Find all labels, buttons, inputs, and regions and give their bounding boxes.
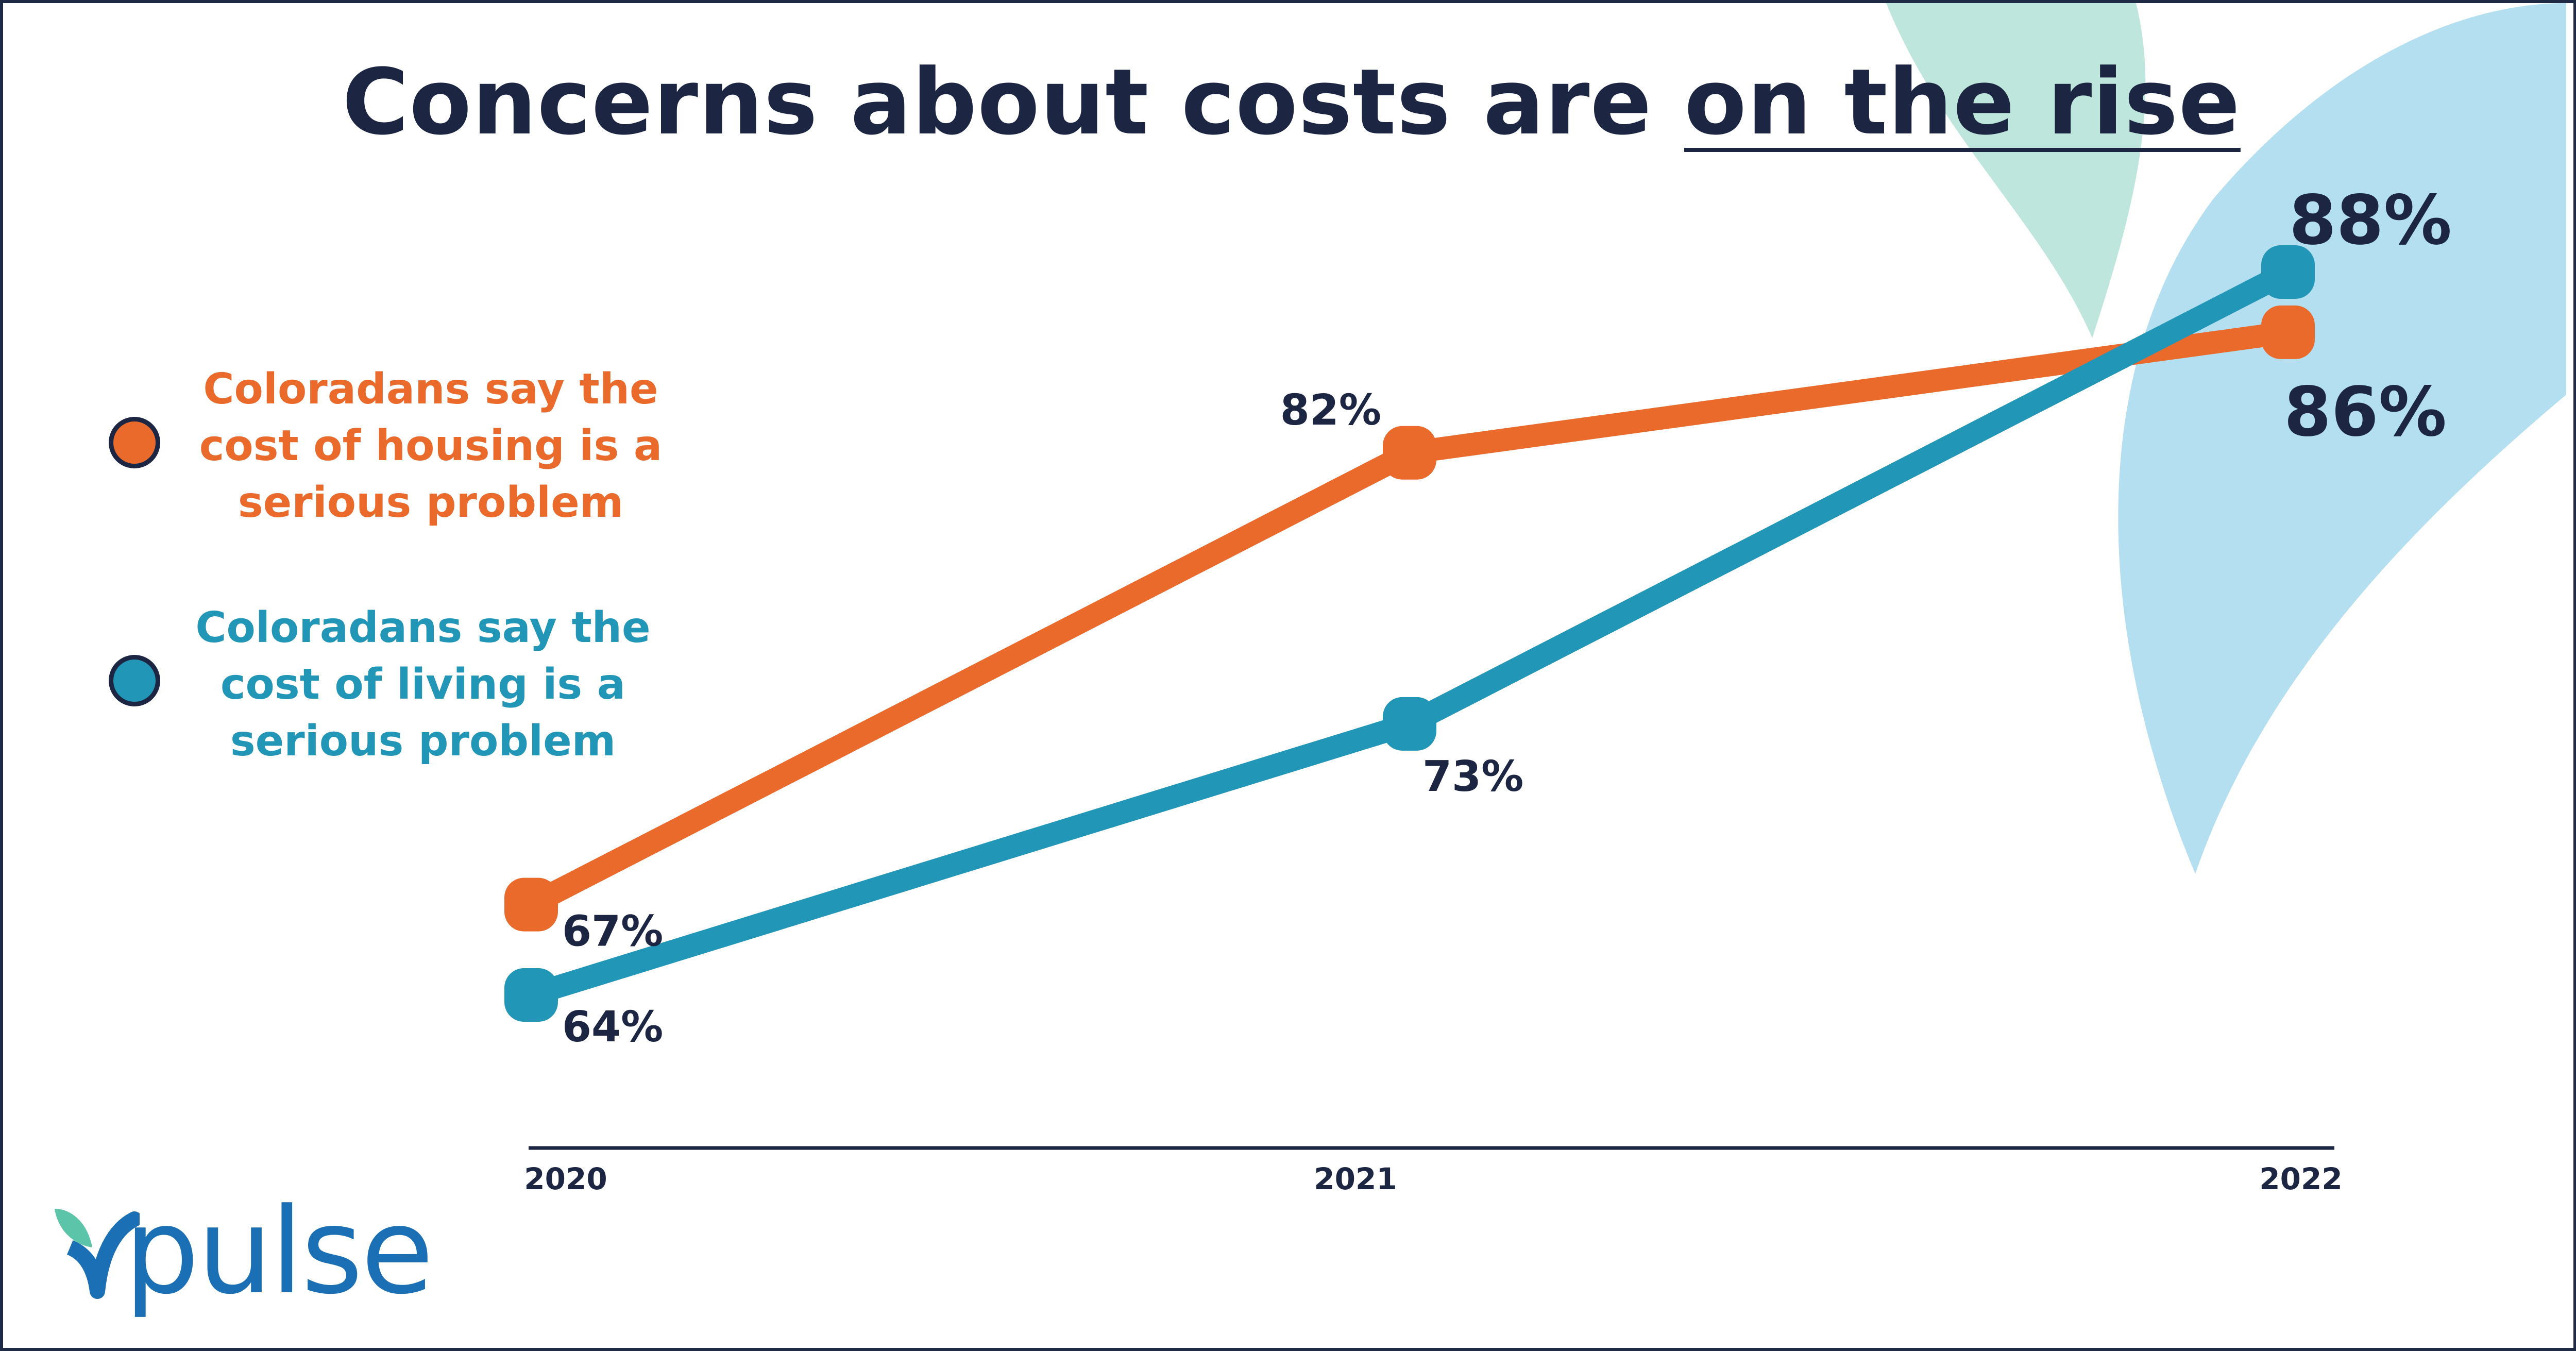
data-label-housing-2022: 86% bbox=[2284, 373, 2447, 452]
data-point-living-2020 bbox=[504, 968, 558, 1022]
data-label-living-2022: 88% bbox=[2289, 181, 2452, 260]
x-tick-label-2021: 2021 bbox=[1314, 1161, 1397, 1196]
data-point-housing-2020 bbox=[504, 877, 558, 932]
legend-marker-housing bbox=[109, 417, 160, 468]
legend-living-line-3: serious problem bbox=[230, 717, 616, 766]
chart: 2020 2021 2022 67% 82% 86% 64% 73% 88% bbox=[504, 3, 2566, 1196]
leaf-green-decoration bbox=[1886, 3, 2146, 338]
legend-marker-living bbox=[109, 655, 160, 706]
title-prefix: Concerns about costs are bbox=[342, 49, 1685, 155]
leaf-blue-decoration bbox=[2118, 3, 2566, 874]
legend-housing-line-1: Coloradans say the bbox=[203, 365, 658, 414]
x-tick-label-2020: 2020 bbox=[524, 1161, 607, 1196]
legend-label-housing: Coloradans say the cost of housing is a … bbox=[199, 361, 663, 531]
legend-living-line-1: Coloradans say the bbox=[195, 603, 651, 652]
pulse-logo-text: pulse bbox=[124, 1183, 434, 1321]
chart-title: Concerns about costs are on the rise bbox=[3, 49, 2573, 155]
data-point-housing-2021 bbox=[1383, 426, 1436, 480]
data-label-housing-2021: 82% bbox=[1280, 386, 1381, 435]
legend-housing-line-3: serious problem bbox=[238, 478, 624, 527]
data-label-living-2020: 64% bbox=[562, 1003, 663, 1052]
data-label-living-2021: 73% bbox=[1422, 752, 1523, 801]
data-point-living-2021 bbox=[1383, 697, 1436, 751]
data-point-housing-2022 bbox=[2261, 305, 2315, 359]
pulse-leaf-icon bbox=[55, 1209, 140, 1299]
series-line-living bbox=[520, 261, 2299, 1006]
data-label-housing-2020: 67% bbox=[562, 907, 663, 956]
legend-housing-line-2: cost of housing is a bbox=[199, 421, 663, 470]
legend-label-living: Coloradans say the cost of living is a s… bbox=[191, 600, 655, 770]
title-highlight: on the rise bbox=[1684, 49, 2241, 155]
x-tick-label-2022: 2022 bbox=[2259, 1161, 2342, 1196]
legend-living-line-2: cost of living is a bbox=[220, 660, 626, 709]
data-point-living-2022 bbox=[2261, 245, 2315, 299]
pulse-logo: pulse bbox=[52, 1183, 444, 1322]
